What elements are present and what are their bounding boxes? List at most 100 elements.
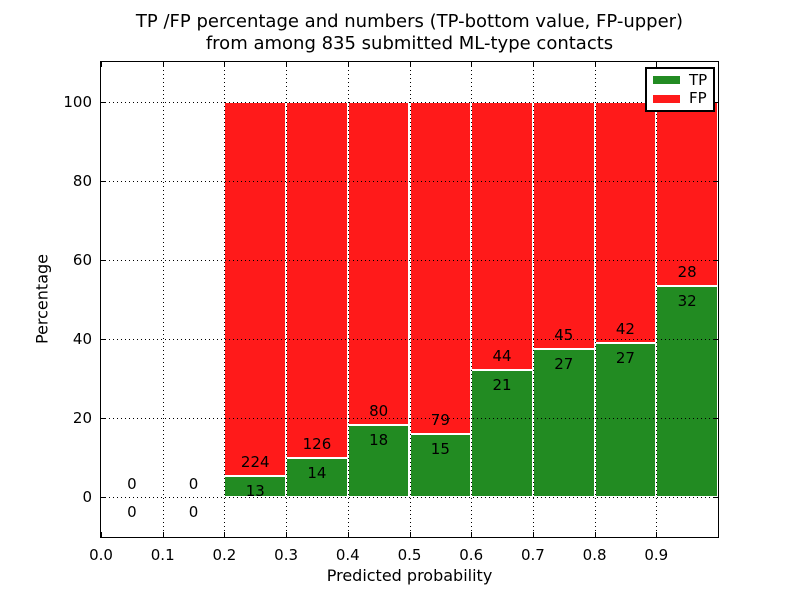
bar-label-tp: 32: [677, 292, 697, 311]
legend-item-fp: FP: [653, 91, 713, 106]
tick-mark-x: [532, 532, 534, 537]
chart-title-line2: from among 835 submitted ML-type contact…: [205, 33, 614, 54]
bar-segment-tp: [286, 457, 348, 498]
chart-title-line1: TP /FP percentage and numbers (TP-bottom…: [135, 11, 684, 32]
bar-segment-fp: [347, 101, 410, 425]
bar-segment-tp: [656, 286, 718, 498]
legend-label-fp: FP: [689, 89, 707, 108]
gridline-x: [162, 62, 164, 537]
y-tick-label: 20: [72, 409, 92, 428]
x-axis-label: Predicted probability: [326, 566, 493, 585]
tick-mark-x: [409, 62, 411, 67]
bar-segment-fp: [409, 101, 472, 435]
plot-area: 0 0 0 0 224 13 126 14 80 18 79 15 44 21 45 27 42 27 28 32: [100, 61, 719, 538]
bar-label-fp: 80: [369, 401, 389, 420]
tick-mark-x: [656, 532, 658, 537]
gridline-x: [594, 62, 596, 537]
x-tick-label: 0.4: [335, 546, 360, 564]
y-tick-label: 80: [72, 171, 92, 190]
gridline-x: [224, 62, 226, 537]
tick-mark-y: [713, 497, 718, 499]
x-tick-label: 0.7: [520, 546, 545, 564]
tick-mark-y: [101, 101, 106, 103]
bar-label-tp: 14: [307, 463, 327, 482]
tick-mark-y: [713, 101, 718, 103]
x-tick-label: 0.9: [644, 546, 669, 564]
tick-mark-x: [224, 532, 226, 537]
bar-label-fp: 79: [430, 411, 450, 430]
bar-segment-fp: [532, 101, 595, 349]
tick-mark-y: [713, 259, 718, 261]
bar-segment-fp: [286, 101, 348, 458]
gridline-x: [347, 62, 349, 537]
legend-item-tp: TP: [653, 70, 713, 89]
tick-mark-y: [713, 339, 718, 341]
tick-mark-x: [409, 532, 411, 537]
bar-label-fp: 28: [677, 263, 697, 282]
bar-label-fp: 45: [554, 326, 574, 345]
bar-label-tp: 13: [245, 481, 265, 500]
bar-label-tp: 18: [369, 430, 389, 449]
x-tick-label: 0.0: [89, 546, 113, 564]
tick-mark-x: [162, 532, 164, 537]
x-tick-label: 0.3: [274, 546, 299, 564]
x-tick-label: 0.2: [212, 546, 237, 564]
tick-mark-x: [224, 62, 226, 67]
bar-label-fp: 0: [188, 474, 199, 493]
tick-mark-x: [286, 62, 288, 67]
bar-segment-fp: [224, 101, 287, 476]
bar-label-tp: 21: [492, 375, 512, 394]
tick-mark-y: [713, 180, 718, 182]
tick-mark-x: [594, 62, 596, 67]
tick-mark-y: [101, 497, 106, 499]
tick-mark-x: [101, 62, 102, 67]
tick-mark-x: [347, 532, 349, 537]
bar-label-fp: 42: [615, 319, 635, 338]
bar-segment-tp: [347, 424, 410, 498]
chart-title: TP /FP percentage and numbers (TP-bottom…: [100, 11, 719, 55]
bar-label-fp: 224: [240, 452, 270, 471]
y-tick-label: 100: [63, 92, 92, 111]
tick-mark-x: [594, 532, 596, 537]
tick-mark-y: [101, 180, 106, 182]
gridline-x: [532, 62, 534, 537]
tick-mark-y: [101, 418, 106, 420]
bar-segment-fp: [471, 101, 533, 370]
tick-mark-y: [713, 418, 718, 420]
tick-mark-x: [101, 532, 102, 537]
tick-mark-x: [347, 62, 349, 67]
y-tick-label: 60: [72, 250, 92, 269]
tick-mark-y: [101, 339, 106, 341]
y-tick-label: 40: [72, 330, 92, 349]
legend-swatch-tp: [653, 76, 680, 85]
bar-label-fp: 0: [127, 474, 137, 493]
gridline-x: [286, 62, 288, 537]
gridline-x: [656, 62, 658, 537]
gridline-x: [409, 62, 411, 537]
bar-label-tp: 27: [554, 355, 574, 374]
x-tick-label: 0.5: [397, 546, 422, 564]
bar-label-tp: 15: [430, 440, 450, 459]
tick-mark-x: [532, 62, 534, 67]
x-tick-label: 0.1: [150, 546, 175, 564]
tick-mark-x: [471, 532, 473, 537]
tick-mark-x: [471, 62, 473, 67]
gridline-x: [471, 62, 473, 537]
tick-mark-x: [286, 532, 288, 537]
bar-label-tp: 27: [615, 348, 635, 367]
bar-label-tp: 0: [188, 503, 199, 522]
tick-mark-y: [101, 259, 106, 261]
y-tick-label: 0: [82, 488, 92, 507]
legend-swatch-fp: [653, 94, 680, 103]
legend-label-tp: TP: [689, 70, 708, 89]
x-tick-label: 0.8: [582, 546, 607, 564]
bar-segment-fp: [594, 101, 657, 343]
bar-label-fp: 126: [302, 434, 332, 453]
legend: TP FP: [645, 67, 715, 112]
bar-label-tp: 0: [127, 503, 137, 522]
bar-segment-fp: [656, 101, 718, 287]
bar-label-fp: 44: [492, 346, 512, 365]
x-tick-label: 0.6: [459, 546, 484, 564]
tick-mark-x: [656, 62, 658, 67]
